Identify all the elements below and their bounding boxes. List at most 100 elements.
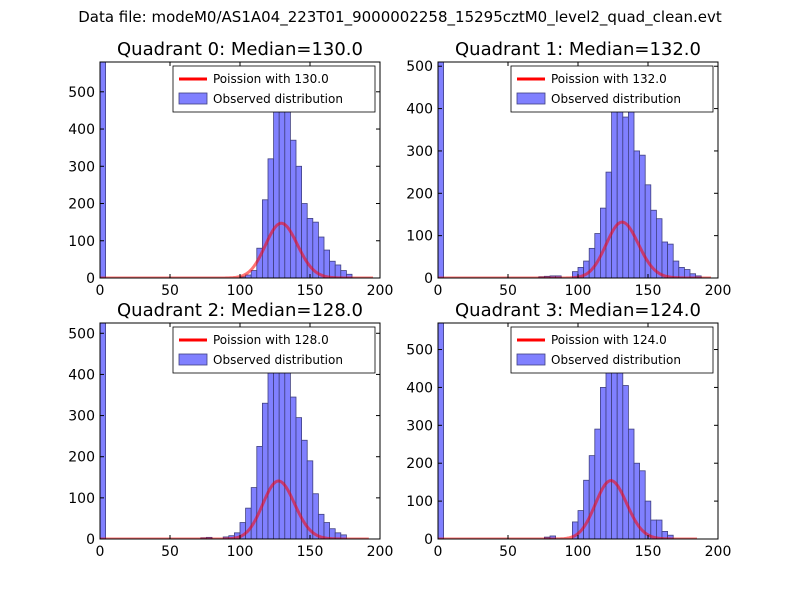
x-tick-label: 150 (297, 544, 324, 560)
histogram-bar (639, 154, 646, 278)
histogram-bar (588, 455, 596, 539)
histogram-bar (600, 387, 607, 539)
histogram-bar (295, 165, 302, 278)
histogram-bar (250, 270, 258, 278)
histogram-bar (622, 116, 629, 278)
y-tick-label: 0 (86, 532, 95, 548)
legend-bar-swatch (178, 353, 208, 366)
y-tick-label: 200 (68, 450, 95, 466)
x-tick-label: 0 (96, 283, 105, 299)
legend-label-observed: Observed distribution (551, 353, 681, 367)
quadrant-3-title: Quadrant 3: Median=124.0 (455, 300, 701, 321)
legend-label-poisson: Poission with 132.0 (551, 72, 667, 86)
histogram-bar (611, 108, 618, 278)
quadrant-3-legend: Poission with 124.0 Observed distribution (510, 326, 714, 374)
histogram-bar (622, 385, 629, 539)
histogram-bar (261, 402, 269, 539)
x-tick-label: 100 (565, 544, 592, 560)
histogram-bar (656, 519, 663, 539)
quadrant-1-title: Quadrant 1: Median=132.0 (455, 39, 701, 60)
x-tick-label: 50 (499, 544, 517, 560)
histogram-bar (323, 249, 330, 278)
histogram-bar (605, 345, 612, 539)
y-tick-label: 400 (68, 367, 95, 383)
histogram-bar (329, 260, 336, 278)
y-tick-label: 100 (406, 494, 433, 510)
quadrant-2-panel: Quadrant 2: Median=128.0 0 50 100 150 200 0 100… (68, 300, 393, 560)
y-tick-label: 400 (406, 102, 433, 118)
histogram-bar (672, 260, 680, 278)
quadrant-0-title: Quadrant 0: Median=130.0 (117, 39, 363, 60)
legend-label-observed: Observed distribution (551, 92, 681, 106)
x-tick-label: 100 (565, 283, 592, 299)
y-tick-label: 300 (68, 159, 95, 175)
histogram-bar (628, 428, 635, 539)
histogram-bar (438, 62, 444, 278)
x-tick-label: 200 (367, 544, 394, 560)
histogram-bar (583, 479, 590, 539)
histogram-bar (295, 417, 302, 539)
poisson-curve (438, 479, 698, 539)
y-tick-label: 400 (68, 122, 95, 138)
quadrant-1-bars (438, 62, 702, 278)
histogram-bar (100, 62, 106, 278)
quadrant-1-legend: Poission with 132.0 Observed distribution (510, 65, 714, 113)
histogram-bar (256, 446, 263, 539)
y-tick-label: 0 (424, 271, 433, 287)
y-tick-label: 500 (68, 326, 95, 342)
legend-label-poisson: Poission with 130.0 (213, 72, 329, 86)
quadrant-1-panel: Quadrant 1: Median=132.0 0 50 100 150 200 0 100… (406, 39, 731, 299)
quadrant-0-panel: Quadrant 0: Median=130.0 0 50 100 150 200 0 100… (68, 39, 393, 299)
histogram-bar (317, 236, 325, 278)
y-tick-label: 200 (406, 456, 433, 472)
x-tick-label: 200 (367, 283, 394, 299)
y-tick-label: 100 (68, 491, 95, 507)
figure-suptitle: Data file: modeM0/AS1A04_223T01_90000022… (78, 8, 722, 26)
histogram-bar (656, 218, 663, 278)
legend-bar-swatch (516, 353, 546, 366)
quadrant-2-legend: Poission with 128.0 Observed distribution (172, 326, 376, 374)
y-tick-label: 300 (68, 409, 95, 425)
histogram-bar (594, 428, 601, 539)
legend-label-observed: Observed distribution (213, 92, 343, 106)
histogram-bar (605, 171, 612, 278)
histogram-bar (340, 534, 347, 539)
histogram-bar (250, 487, 258, 539)
legend-label-poisson: Poission with 124.0 (551, 333, 667, 347)
poisson-curve (100, 479, 369, 539)
quadrant-3-panel: Quadrant 3: Median=124.0 0 50 100 150 200 0 100… (406, 300, 731, 560)
y-tick-label: 300 (406, 144, 433, 160)
y-tick-label: 500 (406, 59, 433, 75)
x-tick-label: 150 (635, 544, 662, 560)
y-tick-label: 400 (406, 380, 433, 396)
quadrant-0-legend: Poission with 130.0 Observed distribution (172, 65, 376, 113)
legend-bar-swatch (178, 92, 208, 105)
y-tick-label: 300 (406, 418, 433, 434)
histogram-bar (267, 369, 274, 539)
histogram-bar (334, 264, 342, 278)
histogram-bar (611, 349, 618, 539)
legend-bar-swatch (516, 92, 546, 105)
histogram-bar (661, 241, 668, 278)
x-tick-label: 100 (227, 544, 254, 560)
histogram-bar (289, 139, 297, 278)
x-tick-label: 200 (705, 283, 732, 299)
histogram-bar (284, 102, 291, 278)
legend-label-poisson: Poission with 128.0 (213, 333, 329, 347)
histogram-bar (628, 87, 635, 278)
x-tick-label: 150 (297, 283, 324, 299)
quadrant-3-bars (438, 323, 674, 539)
y-tick-label: 0 (424, 532, 433, 548)
histogram-bar (278, 357, 286, 539)
quadrant-2-title: Quadrant 2: Median=128.0 (117, 300, 363, 321)
y-tick-label: 200 (406, 186, 433, 202)
x-tick-label: 50 (161, 283, 179, 299)
x-tick-label: 0 (434, 283, 443, 299)
histogram-bar (273, 110, 280, 278)
x-tick-label: 100 (227, 283, 254, 299)
histogram-bar (588, 247, 596, 278)
histogram-bar (438, 323, 444, 539)
histogram-bar (289, 396, 297, 539)
